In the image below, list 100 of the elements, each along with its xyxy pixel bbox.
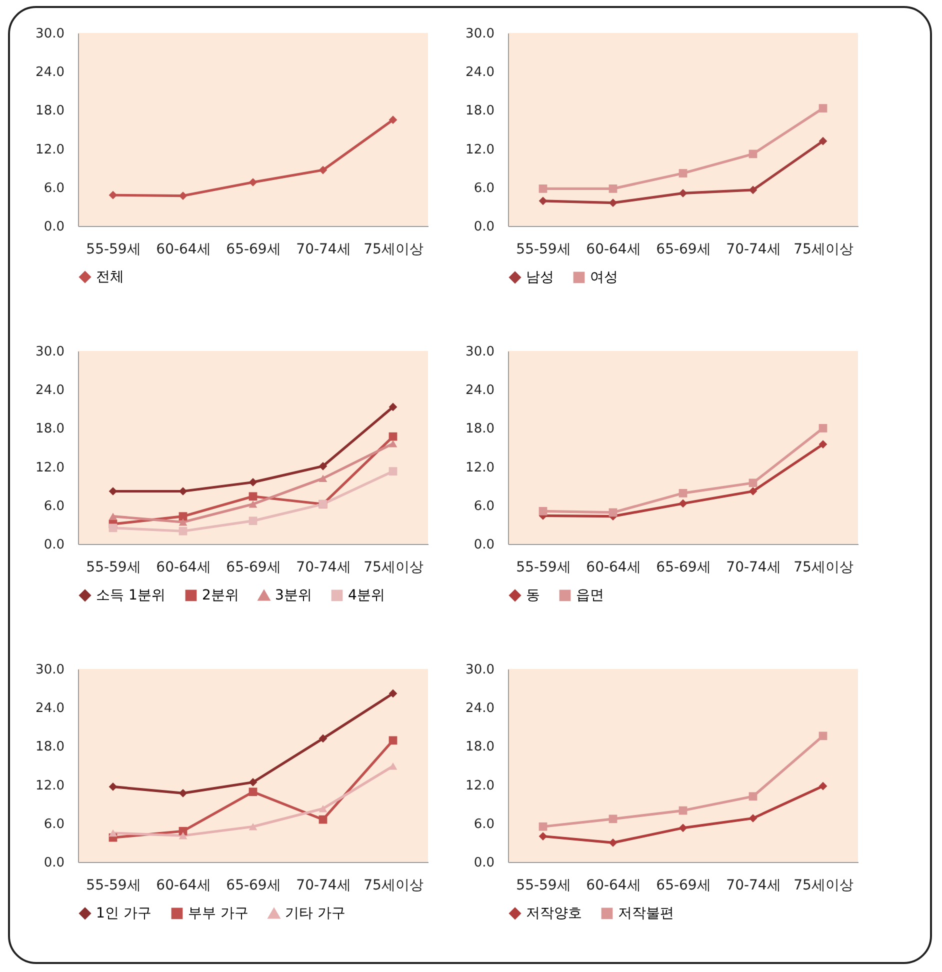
- point: [108, 782, 118, 791]
- point: [388, 689, 398, 698]
- y-tick-label: 30.0: [466, 26, 494, 42]
- y-tick-label: 6.0: [44, 816, 64, 832]
- y-tick-label: 18.0: [466, 740, 494, 755]
- point: [178, 788, 188, 798]
- x-tick-label: 70-74세: [296, 560, 351, 576]
- y-tick-label: 24.0: [36, 701, 64, 716]
- point: [818, 732, 828, 740]
- legend-label: 저작불편: [618, 905, 674, 922]
- y-tick-label: 12.0: [466, 142, 494, 158]
- y-tick-label: 0.0: [44, 538, 64, 552]
- point: [248, 492, 258, 501]
- x-tick-label: 55-59세: [516, 242, 571, 258]
- point: [318, 166, 328, 174]
- legend-label: 읍면: [576, 587, 604, 604]
- y-tick-label: 0.0: [44, 220, 64, 234]
- point: [678, 189, 688, 198]
- point: [818, 104, 828, 112]
- legend-label: 1인 가구: [96, 905, 152, 922]
- y-tick-label: 6.0: [44, 180, 64, 196]
- point: [818, 424, 828, 432]
- legend-label: 4분위: [348, 587, 385, 604]
- point: [608, 814, 618, 824]
- point: [538, 196, 548, 206]
- y-tick-label: 0.0: [474, 856, 494, 870]
- y-tick-label: 6.0: [474, 816, 494, 832]
- point: [388, 116, 398, 124]
- x-tick-label: 65-69세: [656, 560, 711, 576]
- point: [318, 462, 328, 470]
- point: [108, 524, 118, 532]
- y-tick-label: 0.0: [44, 856, 64, 870]
- y-tick-label: 0.0: [474, 220, 494, 234]
- point: [108, 512, 118, 520]
- point: [248, 788, 258, 796]
- point: [318, 815, 328, 824]
- legend-label: 부부 가구: [188, 905, 248, 922]
- x-tick-label: 65-69세: [226, 878, 281, 894]
- legend-label: 여성: [590, 269, 618, 286]
- y-tick-label: 12.0: [36, 460, 64, 476]
- y-tick-label: 6.0: [474, 180, 494, 196]
- point: [818, 782, 828, 790]
- point: [678, 824, 688, 832]
- point: [608, 184, 618, 193]
- legend-label: 남성: [526, 269, 554, 286]
- x-tick-label: 70-74세: [726, 242, 781, 258]
- x-tick-label: 70-74세: [726, 878, 781, 894]
- y-tick-label: 18.0: [36, 104, 64, 119]
- y-tick-label: 12.0: [36, 778, 64, 794]
- point: [178, 526, 188, 536]
- x-tick-label: 75세이상: [794, 878, 854, 894]
- y-tick-label: 6.0: [474, 498, 494, 514]
- point: [248, 516, 258, 526]
- y-tick-label: 12.0: [36, 142, 64, 158]
- x-tick-label: 75세이상: [364, 560, 424, 576]
- y-tick-label: 6.0: [44, 498, 64, 514]
- x-tick-label: 65-69세: [226, 242, 281, 258]
- y-tick-label: 24.0: [466, 65, 494, 80]
- point: [678, 499, 688, 508]
- x-tick-label: 75세이상: [794, 560, 854, 576]
- point: [818, 440, 828, 448]
- x-tick-label: 70-74세: [296, 878, 351, 894]
- point: [178, 512, 188, 521]
- x-tick-label: 55-59세: [86, 242, 141, 258]
- legend-label: 동: [526, 587, 540, 604]
- point: [248, 500, 258, 508]
- legend-label: 기타 가구: [285, 906, 346, 922]
- point: [388, 762, 398, 770]
- point: [388, 736, 398, 745]
- x-tick-label: 75세이상: [364, 242, 424, 258]
- x-tick-label: 65-69세: [656, 878, 711, 894]
- y-tick-label: 24.0: [466, 383, 494, 398]
- y-tick-label: 18.0: [36, 422, 64, 437]
- point: [748, 814, 758, 822]
- legend-label: 2분위: [202, 587, 239, 604]
- point: [318, 474, 328, 482]
- x-tick-label: 55-59세: [516, 560, 571, 576]
- point: [108, 829, 118, 837]
- point: [248, 178, 258, 186]
- point: [388, 440, 398, 448]
- y-tick-label: 30.0: [36, 344, 64, 360]
- legend-label: 전체: [96, 269, 124, 285]
- y-tick-label: 12.0: [466, 460, 494, 476]
- x-tick-label: 60-64세: [156, 242, 211, 258]
- x-tick-label: 60-64세: [156, 878, 211, 894]
- y-tick-label: 18.0: [466, 104, 494, 119]
- point: [388, 432, 398, 441]
- y-tick-label: 24.0: [466, 701, 494, 716]
- x-tick-label: 65-69세: [226, 560, 281, 576]
- point: [538, 184, 548, 193]
- legend-label: 저작양호: [526, 905, 582, 922]
- y-tick-label: 0.0: [474, 538, 494, 552]
- point: [748, 186, 758, 194]
- point: [818, 136, 828, 146]
- point: [678, 806, 688, 815]
- x-tick-label: 55-59세: [86, 560, 141, 576]
- x-tick-label: 75세이상: [364, 878, 424, 894]
- point: [178, 832, 188, 840]
- point: [248, 778, 258, 786]
- y-tick-label: 18.0: [466, 422, 494, 437]
